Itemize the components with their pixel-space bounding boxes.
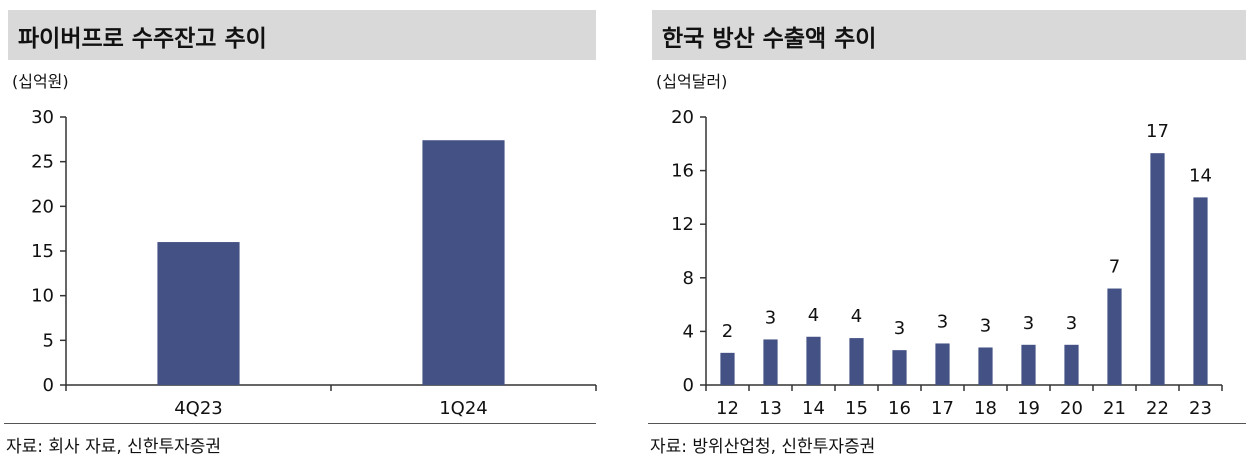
right-x-tick-label: 12 xyxy=(716,398,739,419)
left-y-tick-label: 10 xyxy=(31,286,54,307)
left-title-bar: 파이버프로 수주잔고 추이 xyxy=(8,10,596,60)
right-x-tick-label: 20 xyxy=(1060,398,1083,419)
right-data-label: 3 xyxy=(765,307,776,328)
right-bar xyxy=(1150,153,1165,385)
right-x-tick-label: 18 xyxy=(974,398,997,419)
right-data-label: 3 xyxy=(1066,313,1077,334)
right-data-label: 4 xyxy=(851,306,862,327)
right-data-label: 2 xyxy=(722,321,733,342)
right-bar-chart: 0 4 8 12 16 20 12 2 13 3 14 4 15 4 16 3 17 3 18 3 19 3 20 3 21 7 2… xyxy=(671,107,1223,419)
left-unit-label: (십억원) xyxy=(12,72,69,91)
left-y-tick-label: 25 xyxy=(31,152,54,173)
right-y-tick-label: 8 xyxy=(683,268,694,289)
left-x-tick-label: 4Q23 xyxy=(174,398,223,419)
right-x-tick-label: 14 xyxy=(802,398,825,419)
right-chart-panel: 한국 방산 수출액 추이 (십억달러) 0 4 8 12 16 20 12 2 13 3 14 4 15… xyxy=(644,0,1250,467)
right-y-tick-label: 4 xyxy=(683,321,694,342)
right-unit-label: (십억달러) xyxy=(656,72,728,91)
right-data-label: 4 xyxy=(808,305,819,326)
right-x-tick-label: 23 xyxy=(1189,398,1212,419)
left-bar-chart: 0 5 10 15 20 25 30 4Q23 1Q24 xyxy=(31,107,597,419)
right-bar xyxy=(1193,197,1208,385)
right-data-label: 3 xyxy=(980,315,991,336)
right-title-bar: 한국 방산 수출액 추이 xyxy=(652,10,1246,60)
right-bar xyxy=(892,350,907,385)
right-bar xyxy=(849,338,864,385)
right-source-divider xyxy=(648,423,1246,424)
right-data-label: 3 xyxy=(894,318,905,339)
right-source-note: 자료: 방위산업청, 신한투자증권 xyxy=(650,437,876,457)
right-x-tick-label: 22 xyxy=(1146,398,1169,419)
right-chart-title: 한국 방산 수출액 추이 xyxy=(662,26,877,52)
left-y-tick-label: 0 xyxy=(43,375,54,396)
left-chart-title: 파이버프로 수주잔고 추이 xyxy=(18,26,267,52)
right-x-tick-label: 19 xyxy=(1017,398,1040,419)
right-data-label: 3 xyxy=(937,311,948,332)
right-data-label: 14 xyxy=(1189,165,1212,186)
right-x-tick-label: 16 xyxy=(888,398,911,419)
right-bar xyxy=(763,339,778,385)
right-x-tick-label: 15 xyxy=(845,398,868,419)
right-bar xyxy=(720,352,735,385)
right-data-label: 7 xyxy=(1109,257,1120,278)
right-data-label: 3 xyxy=(1023,313,1034,334)
left-x-tick-label: 1Q24 xyxy=(439,398,488,419)
left-y-tick-label: 20 xyxy=(31,196,54,217)
right-y-tick-label: 12 xyxy=(671,214,694,235)
left-source-divider xyxy=(4,423,596,424)
left-y-tick-label: 30 xyxy=(31,107,54,128)
left-y-tick-label: 5 xyxy=(43,330,54,351)
right-data-label: 17 xyxy=(1146,121,1169,142)
left-source-note: 자료: 회사 자료, 신한투자증권 xyxy=(6,437,222,457)
right-x-tick-label: 17 xyxy=(931,398,954,419)
right-y-tick-label: 0 xyxy=(683,375,694,396)
right-y-tick-label: 20 xyxy=(671,107,694,128)
right-bar xyxy=(806,336,821,385)
right-bar xyxy=(1021,344,1036,385)
left-bar xyxy=(157,242,240,385)
right-bar xyxy=(1107,288,1122,385)
right-bar xyxy=(978,347,993,385)
left-chart-panel: 파이버프로 수주잔고 추이 (십억원) 0 5 10 15 20 25 30 4Q23 1Q24… xyxy=(0,0,600,467)
left-bar xyxy=(422,140,505,385)
right-y-tick-label: 16 xyxy=(671,161,694,182)
right-x-tick-label: 21 xyxy=(1103,398,1126,419)
right-bar xyxy=(1064,344,1079,385)
left-y-tick-label: 15 xyxy=(31,241,54,262)
right-bar xyxy=(935,343,950,385)
right-x-tick-label: 13 xyxy=(759,398,782,419)
